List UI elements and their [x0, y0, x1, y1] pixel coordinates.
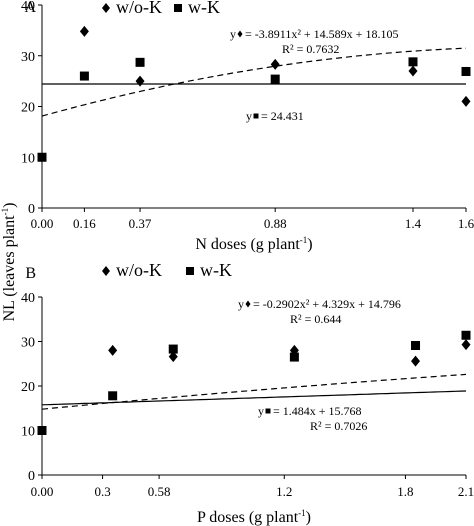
data-point-diamond [461, 95, 471, 107]
x-tick-label: 1.6 [458, 216, 474, 231]
fit-line-dashed [41, 47, 467, 117]
equation-text: = 24.431 [261, 109, 304, 123]
y-tick-label: 40 [21, 0, 35, 14]
y-tick-label: 20 [21, 101, 35, 116]
x-tick-label: 0.16 [73, 216, 96, 231]
panel-b: 0 10 20 30 40 0.00 0.3 0.58 1.2 1.8 2.1 P doses (g … [21, 260, 474, 526]
data-point-diamond [168, 351, 178, 363]
equation-text: = 1.484x + 15.768 [273, 404, 362, 418]
data-point-square [37, 426, 47, 435]
equation-marker-diamond [245, 300, 251, 308]
legend-label: w-K [200, 260, 232, 280]
x-tick-label: 0.00 [31, 216, 54, 231]
x-tick-label: 1.4 [405, 216, 422, 231]
data-point-square [135, 57, 145, 67]
equation-y: y [246, 109, 252, 123]
panel-letter: A [24, 0, 36, 16]
legend-label: w-K [188, 0, 220, 17]
equation-y: y [258, 404, 264, 418]
panel-letter: B [25, 265, 36, 282]
data-point-diamond [79, 25, 89, 37]
r-squared-text: R² = 0.7026 [310, 419, 367, 433]
data-point-diamond [270, 58, 280, 70]
equation-marker-square [253, 113, 259, 119]
data-point-diamond [408, 65, 418, 77]
x-axis-label: P doses (g plant-1) [197, 508, 311, 526]
data-point-diamond [411, 355, 421, 367]
legend-marker-square [174, 4, 182, 12]
data-point-square [461, 66, 471, 76]
y-tick-label: 40 [21, 291, 35, 306]
legend-marker-diamond [102, 3, 110, 13]
y-tick-label: 0 [28, 469, 35, 484]
equation-text: = -0.2902x² + 4.329x + 14.796 [253, 297, 401, 311]
y-axis-label: NL (leaves plant-1) [0, 203, 18, 322]
x-tick-label: 2.1 [458, 484, 474, 499]
x-tick-label: 0.3 [94, 484, 110, 499]
data-point-diamond [108, 344, 118, 356]
panel-a: 0 10 20 30 40 0.00 0.16 0.37 0.88 1.4 1.6 N doses (… [21, 0, 474, 253]
x-tick-label: 1.2 [276, 484, 292, 499]
equation-marker-square [265, 408, 271, 414]
x-tick-label: 0.88 [264, 216, 287, 231]
legend-label: w/o-K [116, 260, 162, 280]
data-point-square [289, 352, 299, 362]
r-squared-text: R² = 0.644 [290, 312, 341, 326]
data-point-square [411, 341, 421, 351]
equation-marker-diamond [237, 30, 243, 38]
y-tick-label: 30 [21, 50, 35, 65]
y-tick-label: 0 [28, 202, 35, 217]
data-point-square [79, 71, 89, 81]
data-point-square [461, 330, 471, 340]
legend-marker-diamond [102, 266, 110, 276]
data-point-diamond [135, 75, 145, 87]
x-tick-label: 0.00 [31, 484, 54, 499]
x-axis-label: N doses (g plant-1) [195, 235, 312, 253]
equation-y: y [238, 297, 244, 311]
fit-line-solid [41, 390, 467, 406]
data-point-square [108, 391, 118, 401]
y-tick-label: 20 [21, 380, 35, 395]
legend-label: w/o-K [116, 0, 162, 17]
equation-text: = -3.8911x² + 14.589x + 18.105 [245, 27, 398, 41]
data-point-square [37, 152, 47, 162]
data-point-square [408, 57, 418, 67]
x-tick-label: 1.8 [397, 484, 413, 499]
y-tick-label: 30 [21, 336, 35, 351]
x-tick-label: 0.58 [148, 484, 171, 499]
data-point-square [168, 344, 178, 354]
equation-y: y [230, 27, 236, 41]
fit-line-dashed [41, 373, 467, 410]
y-tick-label: 10 [21, 151, 35, 166]
y-tick-label: 10 [21, 425, 35, 440]
x-tick-label: 0.37 [129, 216, 152, 231]
data-point-diamond [461, 339, 471, 351]
legend-marker-square [186, 267, 194, 275]
data-point-square [270, 74, 280, 84]
r-squared-text: R² = 0.7632 [282, 42, 339, 56]
